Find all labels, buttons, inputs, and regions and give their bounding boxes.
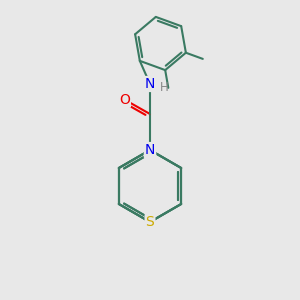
Text: O: O	[119, 93, 130, 106]
Text: N: N	[145, 77, 155, 91]
Text: N: N	[145, 143, 155, 157]
Text: H: H	[160, 81, 168, 94]
Text: S: S	[146, 215, 154, 229]
